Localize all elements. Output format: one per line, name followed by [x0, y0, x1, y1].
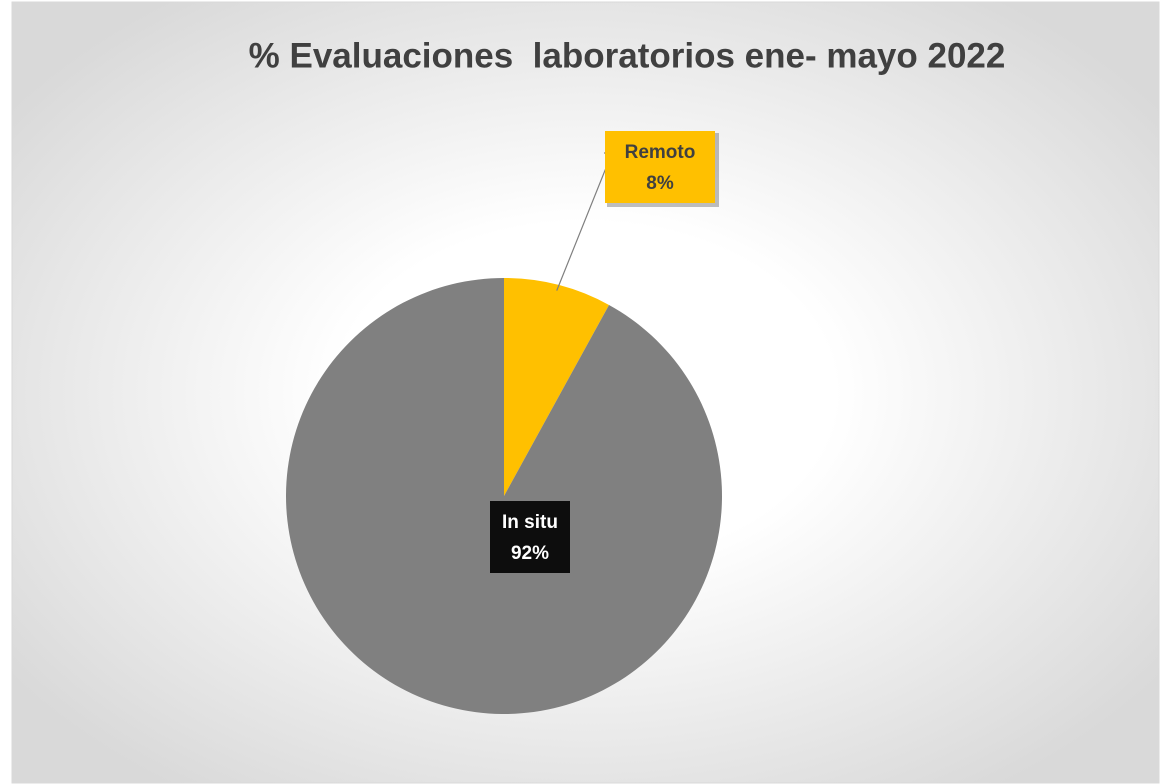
label-category: Remoto — [625, 142, 696, 163]
labels: Remoto 8% In situ 92% — [490, 131, 719, 573]
pie-slice — [504, 278, 610, 496]
slices — [285, 278, 722, 714]
label-box — [605, 131, 715, 203]
label-value: 92% — [511, 543, 549, 564]
pie-slice — [285, 278, 722, 714]
chart-title: % Evaluaciones laboratorios ene- mayo 20… — [249, 36, 1006, 75]
label-category: In situ — [502, 512, 558, 533]
label-value: 8% — [646, 173, 674, 194]
label-box — [490, 501, 570, 573]
